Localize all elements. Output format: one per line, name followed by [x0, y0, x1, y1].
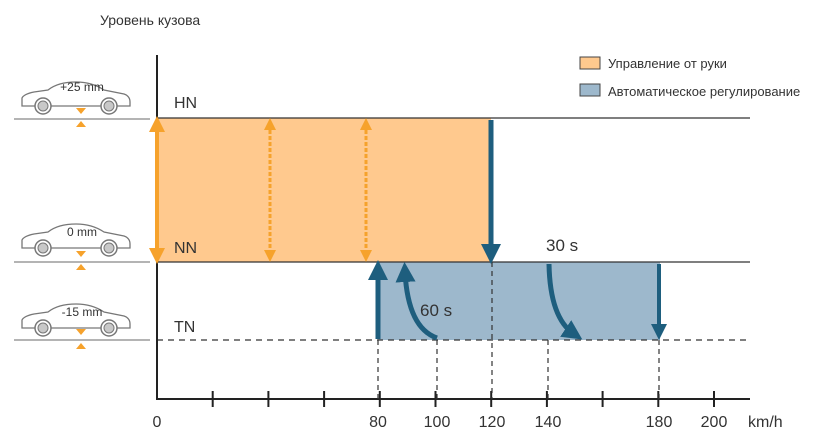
auto-regulation-region [378, 262, 660, 340]
x-tick-label-0: 0 [153, 414, 162, 431]
chart-title: Уровень кузова [100, 12, 200, 28]
delay-label-60s: 60 s [420, 301, 452, 320]
legend-swatch-manual [579, 56, 601, 70]
auto-arrow-up-curved [395, 262, 438, 341]
legend: Управление от руки Автоматическое регули… [579, 56, 800, 99]
car-icon-tn: -15 mm [14, 303, 150, 349]
offset-label-tn: -15 mm [62, 305, 103, 319]
level-label-tn: TN [174, 319, 195, 336]
level-label-hn: HN [174, 95, 197, 112]
offset-label-nn: 0 mm [67, 225, 97, 239]
x-tick-label-80: 80 [369, 414, 387, 431]
legend-label-manual: Управление от руки [608, 56, 727, 71]
level-label-nn: NN [174, 240, 197, 257]
x-tick-label-180: 180 [646, 414, 673, 431]
manual-control-region [157, 118, 491, 262]
x-axis-ticks [211, 391, 715, 407]
x-axis-unit: km/h [748, 414, 783, 431]
delay-label-30s: 30 s [546, 236, 578, 255]
car-icon-nn: 0 mm [14, 223, 150, 270]
x-tick-label-140: 140 [535, 414, 562, 431]
legend-label-auto: Автоматическое регулирование [608, 84, 800, 99]
auto-arrow-down-curved [546, 263, 583, 340]
speed-guides [377, 262, 660, 399]
legend-swatch-auto [579, 83, 601, 97]
car-icon-hn: +25 mm [14, 80, 150, 127]
x-tick-label-120: 120 [479, 414, 506, 431]
x-tick-label-100: 100 [424, 414, 451, 431]
x-tick-label-200: 200 [701, 414, 728, 431]
offset-label-hn: +25 mm [60, 80, 104, 94]
